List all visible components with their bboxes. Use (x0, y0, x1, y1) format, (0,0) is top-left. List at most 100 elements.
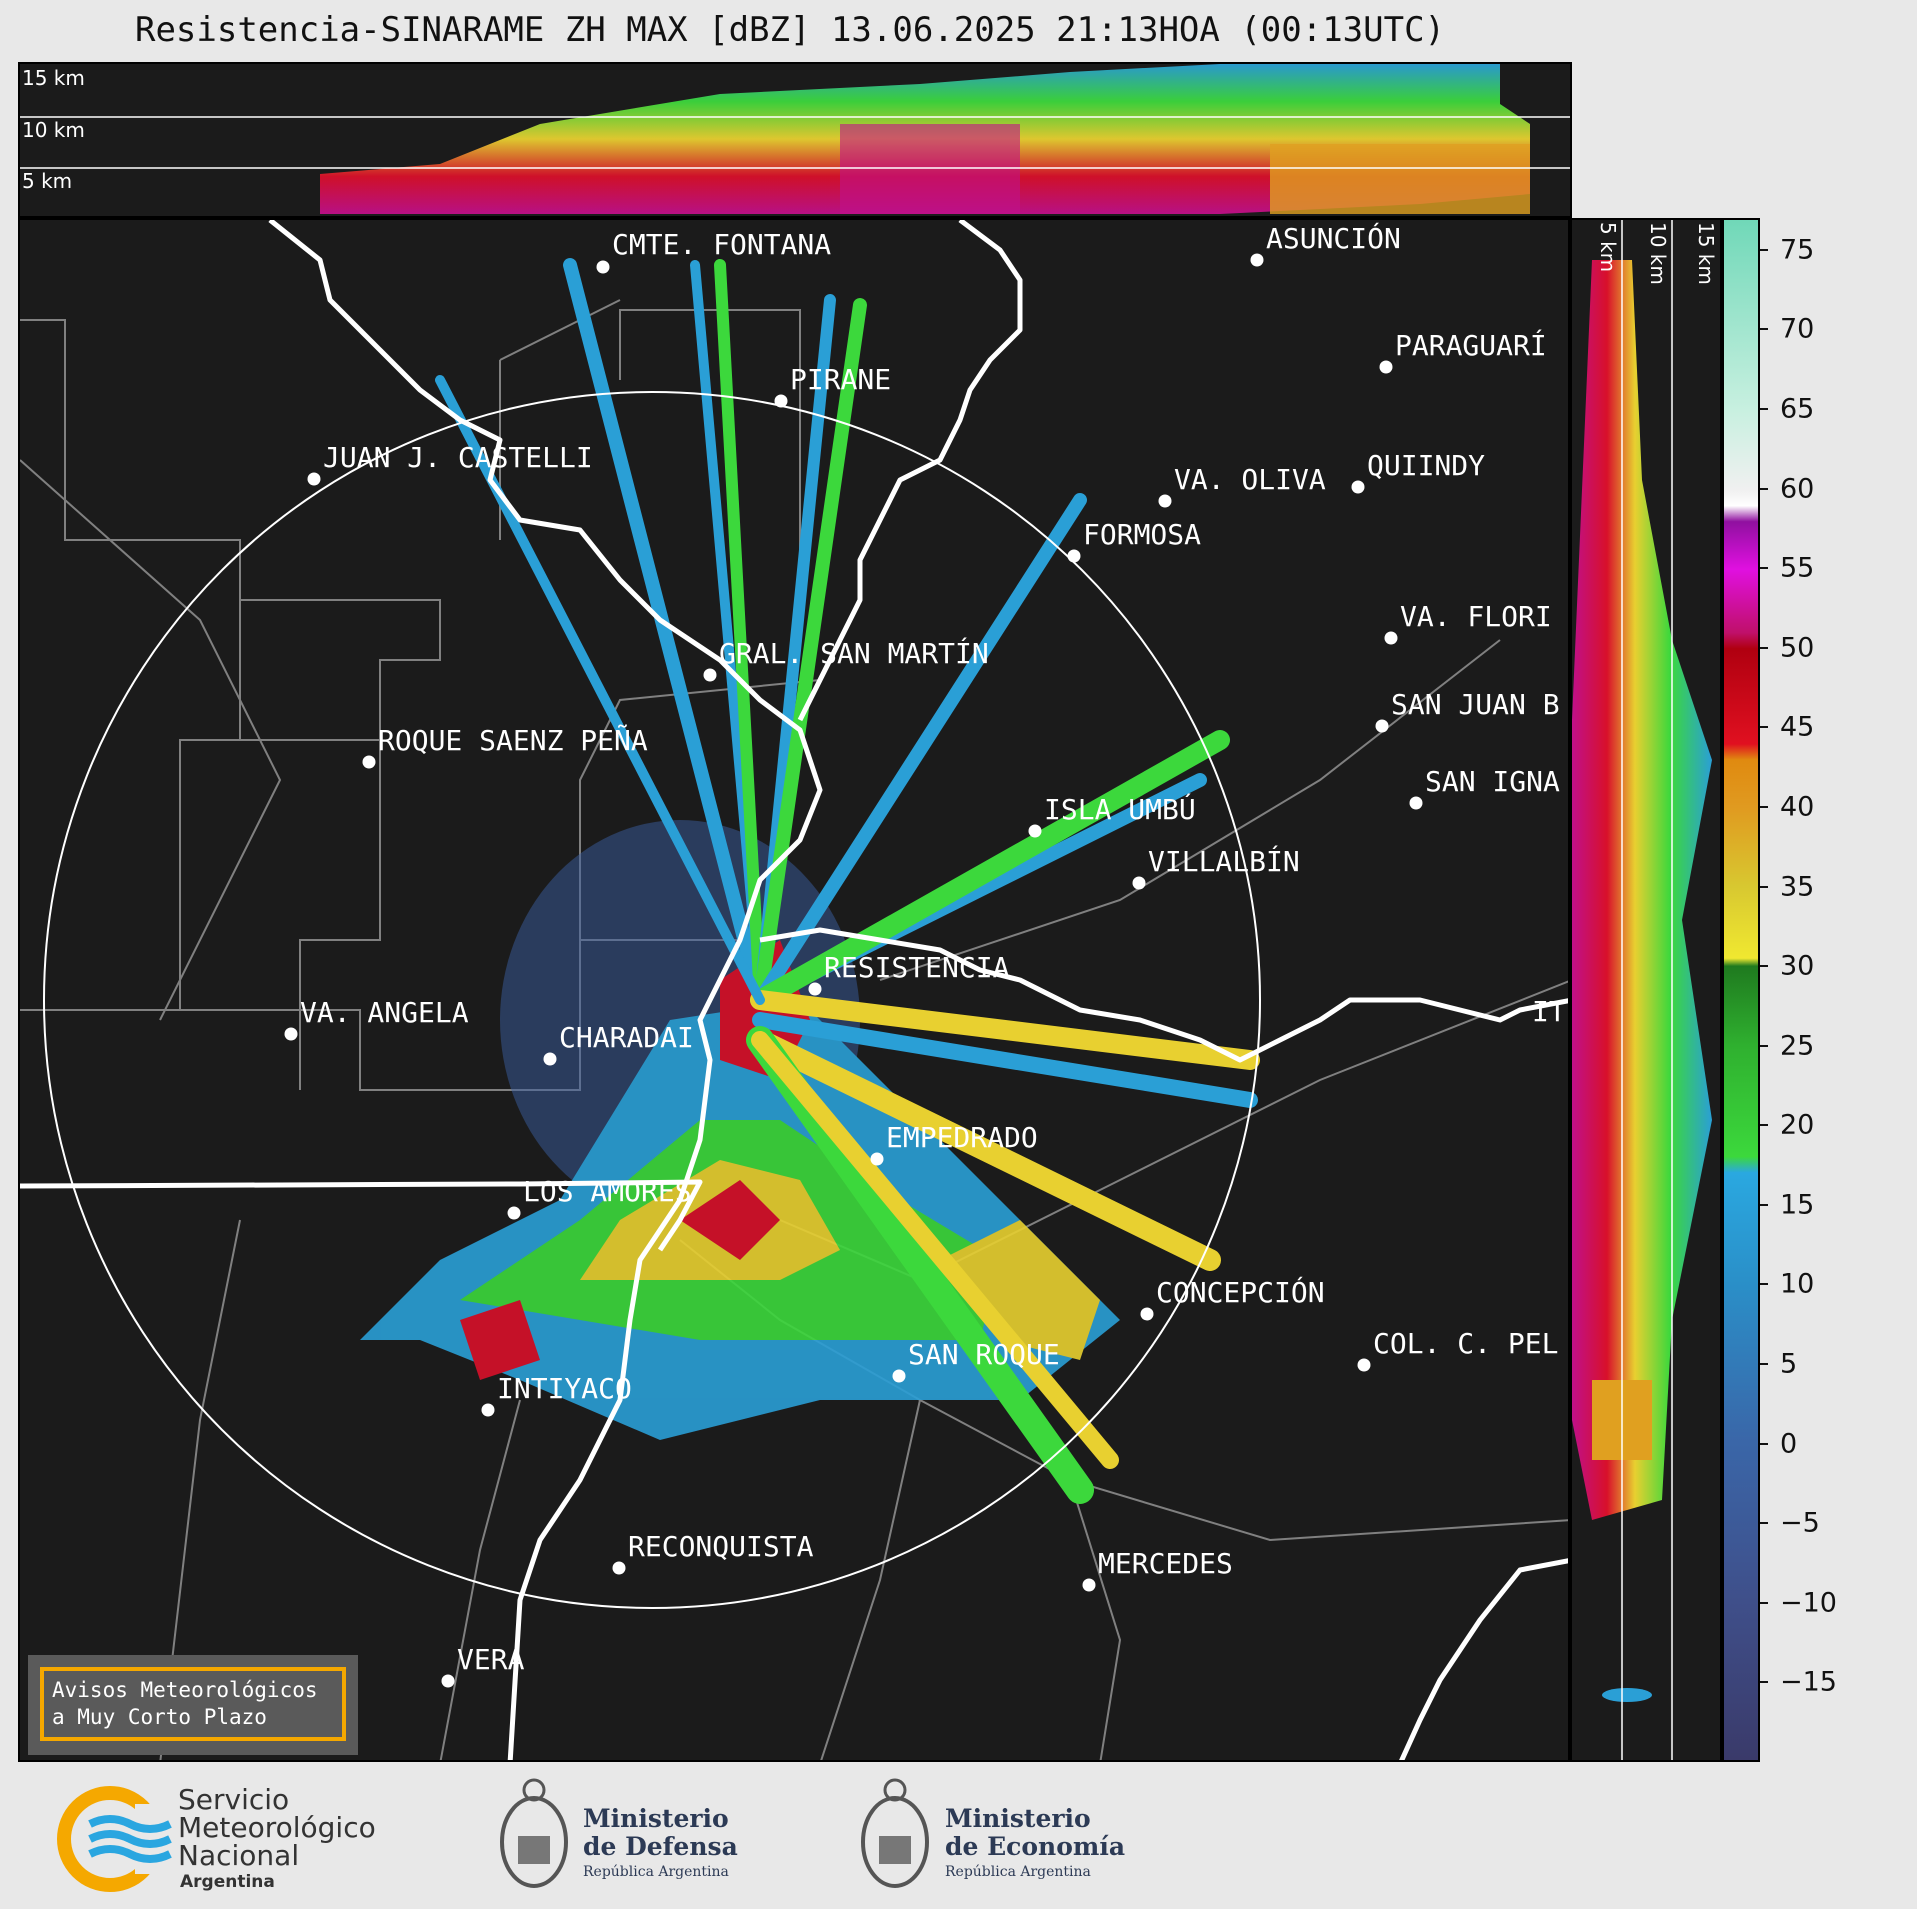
colorbar-tick-mark (1760, 1203, 1768, 1206)
city-dot-gral-san-martin (703, 668, 717, 682)
city-dot-reconquista (612, 1561, 626, 1575)
city-dot-quiindy (1351, 480, 1365, 494)
colorbar-tick-label: 60 (1780, 473, 1815, 505)
footer: Servicio Meteorológico Nacional Argentin… (0, 1762, 1917, 1909)
colorbar-tick-mark (1760, 1601, 1768, 1604)
aviso-line2: a Muy Corto Plazo (52, 1705, 267, 1729)
city-reconquista: RECONQUISTA (628, 1530, 814, 1563)
city-dot-san-roque (892, 1369, 906, 1383)
colorbar-tick-label: 35 (1780, 871, 1815, 903)
colorbar-tick-label: 40 (1780, 791, 1815, 823)
city-quiindy: QUIINDY (1367, 449, 1486, 482)
city-roque-saenz-pena: ROQUE SAENZ PEÑA (378, 724, 648, 757)
city-paraguari: PARAGUARÍ (1395, 329, 1547, 362)
colorbar-tick-mark (1760, 567, 1768, 570)
aviso-button[interactable]: Avisos Meteorológicos a Muy Corto Plazo (40, 1667, 346, 1741)
city-dot-san-juan-b (1375, 719, 1389, 733)
top-cross-section-panel: 15 km 10 km 5 km (18, 62, 1572, 218)
colorbar-tick-mark (1760, 1044, 1768, 1047)
colorbar-tick-mark (1760, 805, 1768, 808)
city-dot-cmte-fontana (596, 260, 610, 274)
aviso-panel[interactable]: Avisos Meteorológicos a Muy Corto Plazo (28, 1655, 358, 1755)
economia-line3: República Argentina (945, 1864, 1091, 1880)
smn-line2: Meteorológico (178, 1811, 376, 1844)
city-dot-paraguari (1379, 360, 1393, 374)
colorbar-tick-label: 10 (1780, 1268, 1815, 1300)
colorbar-tick-label: 25 (1780, 1030, 1815, 1062)
city-los-amores: LOS AMORES (523, 1175, 692, 1208)
city-villalbin: VILLALBÍN (1148, 845, 1300, 878)
colorbar-tick-mark (1760, 487, 1768, 490)
city-dot-juan-j-castelli (307, 472, 321, 486)
city-gral-san-martin: GRAL. SAN MARTÍN (719, 637, 989, 670)
colorbar-tick-label: 65 (1780, 393, 1815, 425)
colorbar-tick-label: 55 (1780, 552, 1815, 584)
defensa-line1: Ministerio (583, 1804, 729, 1833)
top-cross-section-echo (20, 64, 1570, 214)
city-dot-los-amores (507, 1206, 521, 1220)
colorbar-tick-mark (1760, 408, 1768, 410)
city-dot-roque-saenz-pena (362, 755, 376, 769)
city-resistencia: RESISTENCIA (824, 951, 1010, 984)
dbz-colorbar (1722, 218, 1760, 1762)
city-va-angela: VA. ANGELA (300, 996, 469, 1029)
smn-line4: Argentina (180, 1872, 275, 1892)
colorbar-tick-mark (1760, 1283, 1768, 1286)
city-mercedes: MERCEDES (1098, 1547, 1233, 1580)
right-cross-section-echo (1572, 220, 1712, 1760)
city-dot-charadai (543, 1052, 557, 1066)
right-cross-section-panel: 5 km 10 km 15 km (1570, 218, 1722, 1762)
colorbar-tick-label: 5 (1780, 1348, 1798, 1380)
city-pirane: PIRANE (790, 363, 892, 396)
city-concepcion: CONCEPCIÓN (1156, 1276, 1325, 1309)
radar-map (20, 220, 1568, 1760)
city-dot-san-ignacio (1409, 796, 1423, 810)
city-empedrado: EMPEDRADO (886, 1121, 1038, 1154)
city-isla-umbu: ISLA UMBÚ (1044, 793, 1196, 826)
colorbar-tick-label: −5 (1780, 1507, 1820, 1539)
right-alt-10: 10 km (1646, 222, 1670, 285)
city-intiyaco: INTIYACO (497, 1372, 632, 1405)
city-dot-intiyaco (481, 1403, 495, 1417)
city-itati: IT (1532, 995, 1566, 1028)
radar-map-panel[interactable]: CMTE. FONTANA ASUNCIÓN PARAGUARÍ PIRANE … (18, 218, 1570, 1762)
top-alt-10: 10 km (22, 118, 85, 142)
right-alt-15: 15 km (1694, 222, 1718, 285)
city-dot-va-oliva (1158, 494, 1172, 508)
city-vera: VERA (457, 1643, 525, 1676)
colorbar-tick-mark (1760, 726, 1768, 729)
city-dot-empedrado (870, 1152, 884, 1166)
city-dot-mercedes (1082, 1578, 1096, 1592)
colorbar-tick-label: −10 (1780, 1587, 1837, 1619)
colorbar-tick-mark (1760, 646, 1768, 649)
right-alt-5: 5 km (1596, 222, 1620, 273)
city-dot-va-angela (284, 1027, 298, 1041)
city-dot-isla-umbu (1028, 824, 1042, 838)
page-title: Resistencia-SINARAME ZH MAX [dBZ] 13.06.… (134, 10, 1446, 50)
colorbar-tick-label: 0 (1780, 1428, 1798, 1460)
colorbar-tick-mark (1760, 1522, 1768, 1525)
city-san-ignacio: SAN IGNA (1425, 765, 1560, 798)
city-cmte-fontana: CMTE. FONTANA (612, 228, 832, 261)
defensa-seal-icon (500, 1778, 568, 1888)
city-col-c-pel: COL. C. PEL (1373, 1327, 1559, 1360)
colorbar-tick-label: 20 (1780, 1109, 1815, 1141)
colorbar-tick-label: 15 (1780, 1189, 1815, 1221)
economia-line2: de Economía (945, 1832, 1126, 1861)
aviso-line1: Avisos Meteorológicos (52, 1678, 318, 1702)
colorbar-tick-label: 30 (1780, 950, 1815, 982)
city-dot-resistencia (808, 982, 822, 996)
colorbar-tick-label: 75 (1780, 234, 1815, 266)
city-san-roque: SAN ROQUE (908, 1338, 1060, 1371)
city-va-florida: VA. FLORI (1400, 600, 1552, 633)
city-va-oliva: VA. OLIVA (1174, 463, 1326, 496)
colorbar-tick-mark (1760, 328, 1768, 331)
city-asuncion: ASUNCIÓN (1266, 222, 1401, 255)
city-juan-j-castelli: JUAN J. CASTELLI (323, 441, 593, 474)
defensa-line3: República Argentina (583, 1864, 729, 1880)
defensa-line2: de Defensa (583, 1832, 738, 1861)
colorbar-tick-mark (1760, 885, 1768, 888)
colorbar-tick-mark (1760, 1442, 1768, 1445)
smn-logo-icon (57, 1786, 175, 1892)
city-formosa: FORMOSA (1083, 518, 1202, 551)
